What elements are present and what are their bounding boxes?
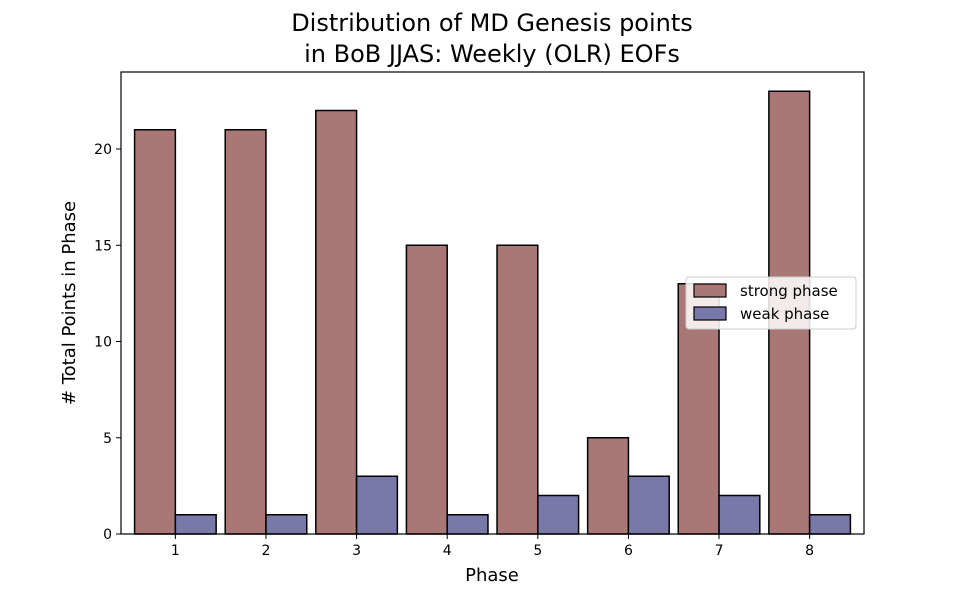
bar-weak-phase-8 (808, 514, 852, 535)
x-tick-label-6: 6 (624, 543, 633, 559)
chart-title-line-2: in BoB JJAS: Weekly (OLR) EOFs (304, 40, 680, 68)
y-tick-label-0: 0 (103, 527, 112, 543)
legend-swatch-weak-phase (693, 306, 727, 321)
bar-weak-phase-7 (718, 494, 761, 535)
x-tick-label-2: 2 (262, 543, 271, 559)
bar-strong-phase-4 (405, 244, 448, 535)
plot-frame (120, 71, 865, 535)
chart-title-line-1: Distribution of MD Genesis points (291, 9, 693, 37)
x-tick-label-4: 4 (443, 543, 452, 559)
y-axis-label: # Total Points in Phase (59, 201, 80, 405)
y-tick-label-20: 20 (94, 142, 112, 158)
y-tick-label-10: 10 (94, 335, 112, 351)
x-tick-label-1: 1 (171, 543, 180, 559)
y-tick-label-5: 5 (103, 431, 112, 447)
legend: strong phase weak phase (685, 276, 857, 330)
x-tick-label-5: 5 (533, 543, 542, 559)
x-tick-label-7: 7 (715, 543, 724, 559)
x-axis-label: Phase (465, 565, 519, 586)
bar-strong-phase-2 (224, 129, 267, 535)
bar-weak-phase-3 (355, 475, 399, 535)
bar-weak-phase-4 (446, 514, 489, 535)
bar-strong-phase-1 (133, 129, 177, 535)
bar-weak-phase-5 (537, 494, 580, 535)
y-tick-label-15: 15 (94, 238, 112, 254)
legend-label-strong-phase: strong phase (740, 282, 838, 300)
x-tick-label-8: 8 (805, 543, 814, 559)
legend-label-weak-phase: weak phase (740, 305, 829, 323)
x-axis: 1 2 3 4 5 6 7 8 (171, 534, 814, 559)
bar-strong-phase-3 (315, 109, 358, 535)
bar-weak-phase-2 (265, 514, 308, 535)
legend-swatch-strong-phase (693, 283, 727, 298)
x-tick-label-3: 3 (352, 543, 361, 559)
y-axis: 0 5 10 15 20 (94, 142, 121, 543)
bar-weak-phase-1 (174, 514, 217, 535)
bar-strong-phase-5 (496, 244, 539, 535)
bar-weak-phase-6 (627, 475, 670, 535)
legend-box (685, 276, 857, 330)
bar-strong-phase-6 (586, 437, 630, 535)
